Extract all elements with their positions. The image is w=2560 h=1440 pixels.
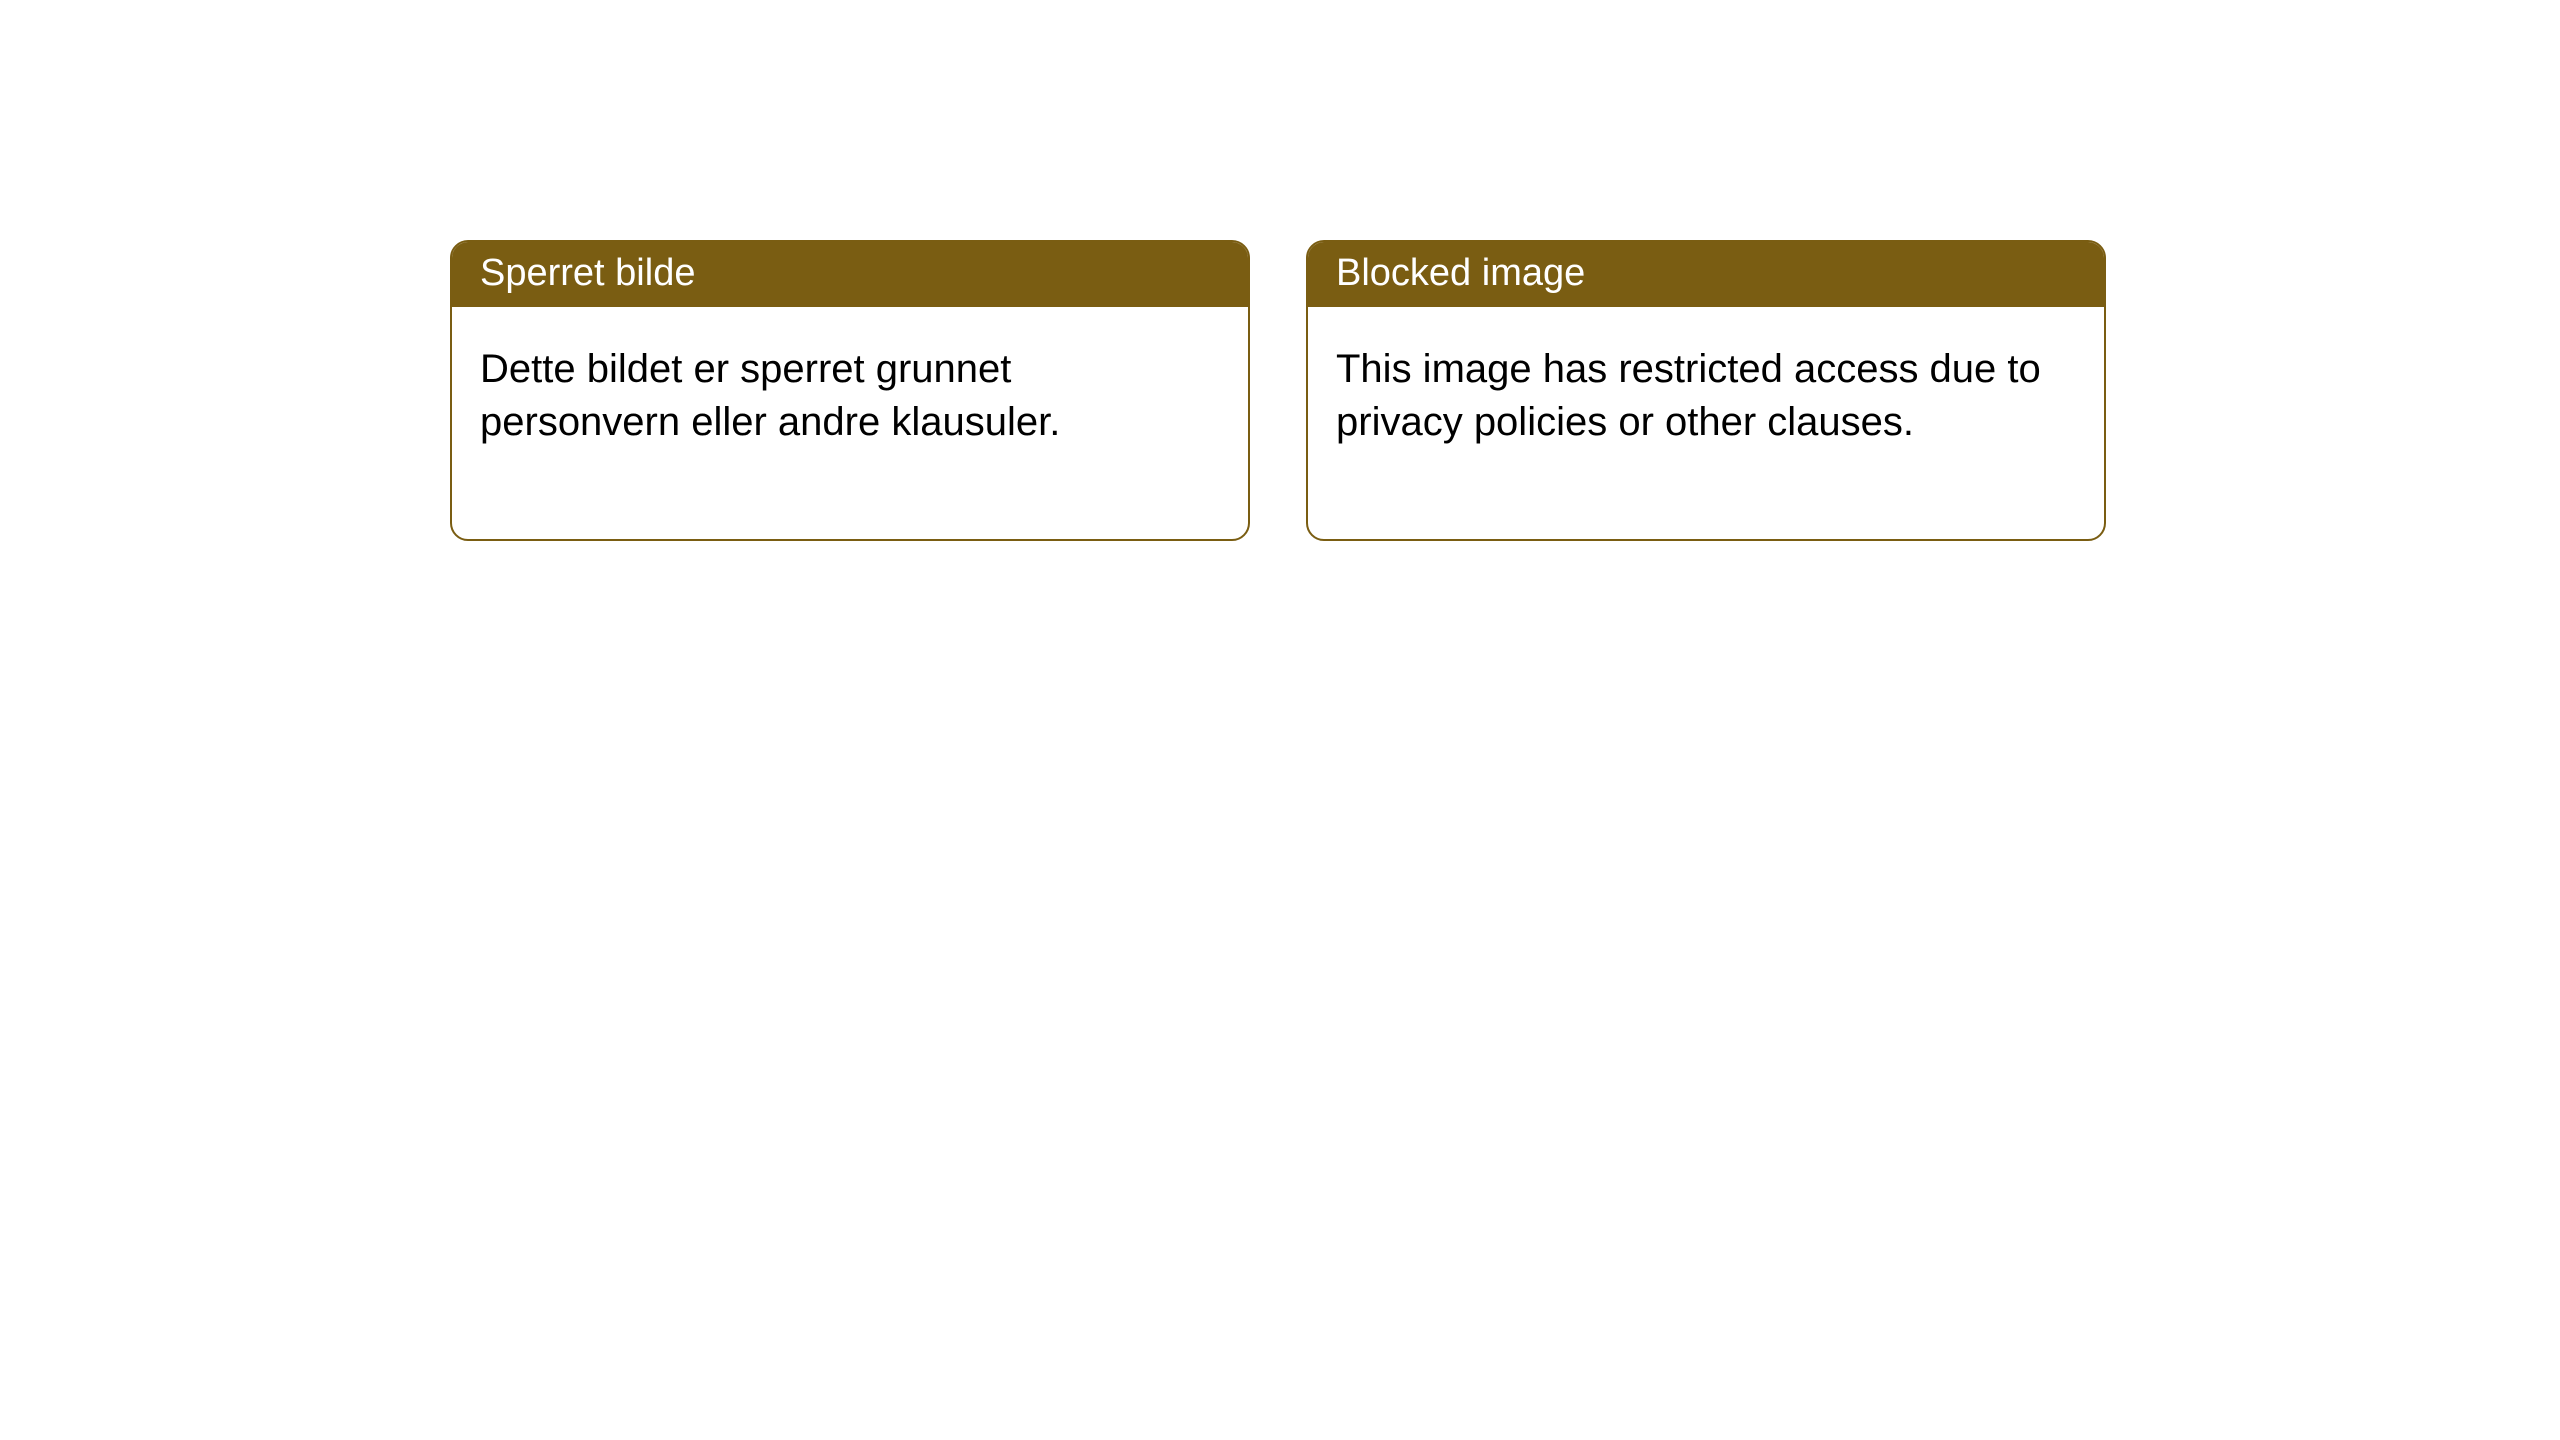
notice-card-english: Blocked image This image has restricted … bbox=[1306, 240, 2106, 541]
card-header: Sperret bilde bbox=[452, 242, 1248, 307]
card-body: Dette bildet er sperret grunnet personve… bbox=[452, 307, 1248, 539]
notice-card-norwegian: Sperret bilde Dette bildet er sperret gr… bbox=[450, 240, 1250, 541]
card-body: This image has restricted access due to … bbox=[1308, 307, 2104, 539]
card-header: Blocked image bbox=[1308, 242, 2104, 307]
notice-cards-container: Sperret bilde Dette bildet er sperret gr… bbox=[0, 0, 2560, 541]
